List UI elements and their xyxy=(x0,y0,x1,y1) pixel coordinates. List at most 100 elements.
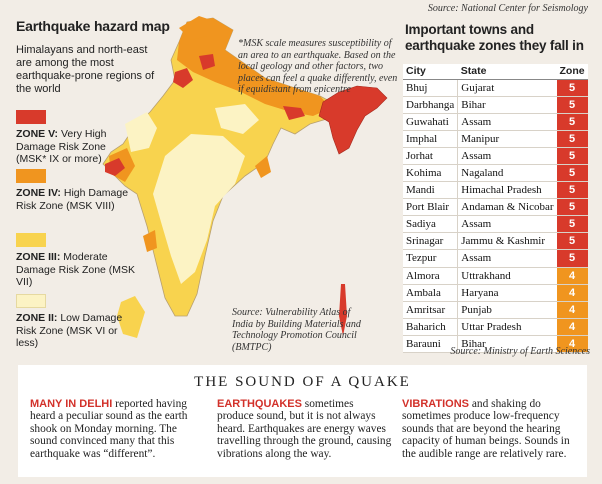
table-cell-state: Andaman & Nicobar xyxy=(457,198,557,217)
table-cell-zone: 5 xyxy=(556,198,588,217)
table-cell-zone: 4 xyxy=(556,267,588,285)
table-cell-state: Himachal Pradesh xyxy=(457,181,557,200)
table-cell-city: Guwahati xyxy=(403,113,459,131)
map-zone-iv-region-east xyxy=(255,156,271,178)
table-cell-zone: 5 xyxy=(556,147,588,165)
table-body: Bhuj Gujarat 5 Darbhanga Bihar 5 Guwahati Assam… xyxy=(403,79,588,354)
table-cell-state: Haryana xyxy=(457,284,557,302)
sound-column-3-text: and shaking do sometimes produce low-fre… xyxy=(402,398,570,460)
sound-column-3-lead: VIBRATIONS xyxy=(402,398,470,410)
legend-swatch-zone-v xyxy=(16,110,46,124)
towns-zone-table: City State Zone Bhuj Gujarat 5 Darbhanga Bih… xyxy=(403,64,588,354)
table-row: Port Blair Andaman & Nicobar 5 xyxy=(403,198,588,217)
table-row: Almora Uttrakhand 4 xyxy=(403,267,588,285)
table-cell-city: Tezpur xyxy=(403,249,459,268)
table-source-credit: Source: Ministry of Earth Sciences xyxy=(450,346,590,357)
map-zone-v-region-kashmir xyxy=(173,68,193,88)
sound-column-2-text: sometimes produce sound, but it is not a… xyxy=(217,398,392,460)
legend-label-zone-iii: ZONE III: Moderate Damage Risk Zone (MSK… xyxy=(16,251,136,288)
map-zone-v-region-himachal xyxy=(199,54,215,70)
legend-label-zone-iv: ZONE IV: High Damage Risk Zone (MSK VIII… xyxy=(16,187,129,212)
table-cell-city: Port Blair xyxy=(403,198,459,217)
table-cell-zone: 5 xyxy=(556,130,588,148)
source-credit-top: Source: National Center for Seismology xyxy=(427,3,588,14)
table-cell-zone: 5 xyxy=(556,96,588,114)
legend-zone-ii: ZONE II: Low Damage Risk Zone (MSK VI or… xyxy=(16,294,138,350)
table-cell-state: Punjab xyxy=(457,301,557,319)
table-cell-state: Uttrakhand xyxy=(457,267,557,285)
legend-label-zone-v: ZONE V: Very High Damage Risk Zone (MSK*… xyxy=(16,128,107,165)
legend-swatch-zone-iv xyxy=(16,169,46,183)
table-cell-city: Bhuj xyxy=(403,79,459,97)
sound-column-1-lead: MANY IN DELHI xyxy=(30,398,113,410)
table-row: Darbhanga Bihar 5 xyxy=(403,96,588,114)
table-cell-zone: 5 xyxy=(556,181,588,200)
legend-swatch-zone-ii xyxy=(16,294,46,308)
table-cell-city: Almora xyxy=(403,267,459,285)
table-cell-zone: 4 xyxy=(556,318,588,336)
table-row: Ambala Haryana 4 xyxy=(403,284,588,302)
legend-swatch-zone-iii xyxy=(16,233,46,247)
table-header-row: City State Zone xyxy=(403,64,588,80)
table-cell-state: Assam xyxy=(457,249,557,268)
table-row: Baharich Uttar Pradesh 4 xyxy=(403,318,588,336)
table-cell-zone: 5 xyxy=(556,232,588,251)
legend-zone-iii: ZONE III: Moderate Damage Risk Zone (MSK… xyxy=(16,233,138,289)
map-zone-v-region-kutch xyxy=(105,158,125,176)
table-cell-state: Nagaland xyxy=(457,164,557,183)
table-cell-state: Gujarat xyxy=(457,79,557,97)
table-row: Tezpur Assam 5 xyxy=(403,249,588,268)
table-cell-city: Srinagar xyxy=(403,232,459,251)
table-cell-city: Mandi xyxy=(403,181,459,200)
table-row: Jorhat Assam 5 xyxy=(403,147,588,165)
table-cell-zone: 5 xyxy=(556,164,588,183)
table-cell-city: Darbhanga xyxy=(403,96,459,114)
table-row: Mandi Himachal Pradesh 5 xyxy=(403,181,588,200)
table-cell-state: Jammu & Kashmir xyxy=(457,232,557,251)
table-cell-state: Bihar xyxy=(457,96,557,114)
map-subtitle: Himalayans and north-east are among the … xyxy=(16,44,155,95)
sound-column-2-lead: EARTHQUAKES xyxy=(217,398,302,410)
table-cell-city: Jorhat xyxy=(403,147,459,165)
sound-section-title: THE SOUND OF A QUAKE xyxy=(194,374,411,390)
map-zone-iv-region-south xyxy=(143,230,157,252)
map-zone-ii-region-central xyxy=(215,104,259,134)
table-cell-state: Manipur xyxy=(457,130,557,148)
legend-zone-iv: ZONE IV: High Damage Risk Zone (MSK VIII… xyxy=(16,169,138,212)
map-andaman-islands xyxy=(339,284,347,336)
table-row: Sadiya Assam 5 xyxy=(403,215,588,234)
map-island-south xyxy=(117,296,145,338)
legend-zone-v: ZONE V: Very High Damage Risk Zone (MSK*… xyxy=(16,110,138,166)
table-cell-city: Sadiya xyxy=(403,215,459,234)
table-cell-city: Baharich xyxy=(403,318,459,336)
table-cell-state: Assam xyxy=(457,113,557,131)
table-row: Imphal Manipur 5 xyxy=(403,130,588,148)
column-header-state: State xyxy=(457,64,557,80)
map-source-credit: Source: Vulnerability Atlas of India by … xyxy=(232,307,361,353)
sound-of-quake-panel: THE SOUND OF A QUAKE MANY IN DELHI repor… xyxy=(18,365,587,477)
column-header-city: City xyxy=(403,64,458,80)
table-title: Important towns and earthquake zones the… xyxy=(405,22,584,53)
table-cell-city: Barauni xyxy=(403,335,459,354)
table-cell-city: Amritsar xyxy=(403,301,459,319)
table-cell-zone: 5 xyxy=(556,249,588,268)
table-row: Guwahati Assam 5 xyxy=(403,113,588,131)
map-zone-ii-region-west xyxy=(125,112,157,152)
table-cell-state: Assam xyxy=(457,215,557,234)
map-zone-v-region-northeast xyxy=(318,85,388,155)
table-cell-state: Uttar Pradesh xyxy=(457,318,557,336)
table-row: Amritsar Punjab 4 xyxy=(403,301,588,319)
table-cell-zone: 5 xyxy=(556,113,588,131)
table-cell-zone: 4 xyxy=(556,335,588,354)
table-cell-city: Imphal xyxy=(403,130,459,148)
map-title: Earthquake hazard map xyxy=(16,18,170,34)
table-cell-city: Kohima xyxy=(403,164,459,183)
table-cell-zone: 4 xyxy=(556,301,588,319)
map-zone-iv-region xyxy=(177,18,331,116)
table-row: Barauni Bihar 4 xyxy=(403,335,588,354)
map-zone-ii-region xyxy=(153,134,245,284)
table-cell-state: Bihar xyxy=(457,335,557,354)
legend-label-zone-ii: ZONE II: Low Damage Risk Zone (MSK VI or… xyxy=(16,312,123,349)
table-cell-zone: 4 xyxy=(556,284,588,302)
table-cell-zone: 5 xyxy=(556,79,588,97)
